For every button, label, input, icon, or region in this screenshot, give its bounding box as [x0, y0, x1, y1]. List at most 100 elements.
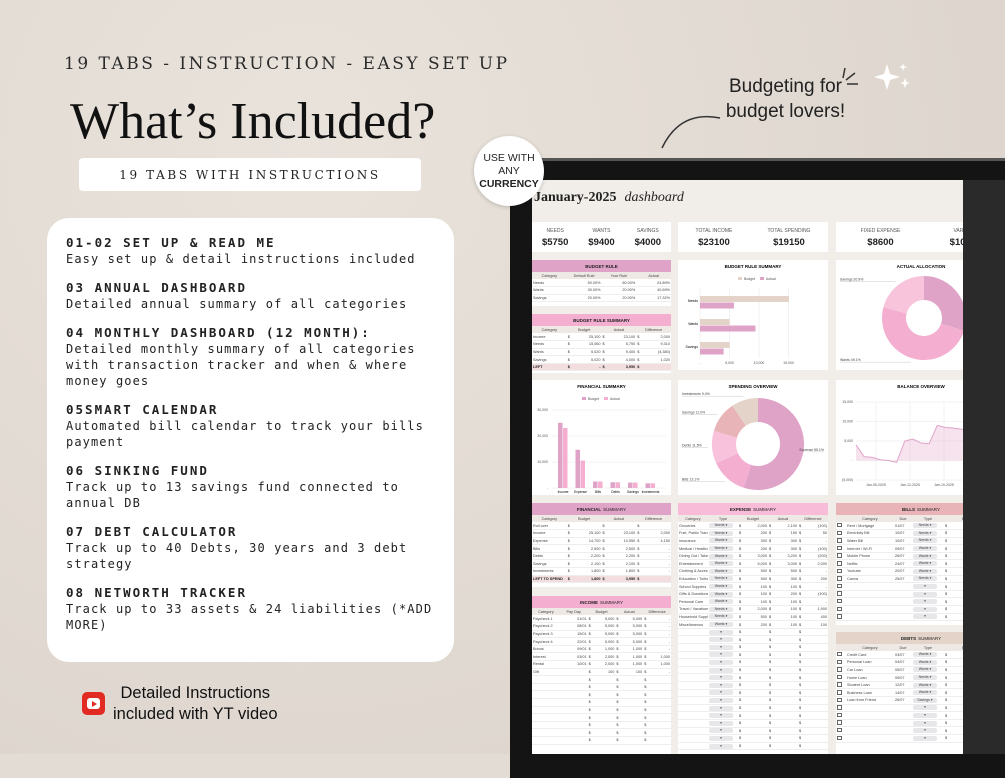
type-dropdown[interactable]: ▾	[709, 743, 733, 749]
checkbox[interactable]	[837, 538, 842, 543]
type-dropdown[interactable]: Wants ▾	[709, 568, 733, 574]
type-dropdown[interactable]: ▾	[913, 713, 937, 719]
type-dropdown[interactable]: ▾	[709, 675, 733, 681]
type-dropdown[interactable]: Needs ▾	[913, 530, 937, 536]
checkbox[interactable]	[837, 712, 842, 718]
checkbox[interactable]	[837, 659, 842, 665]
checkbox[interactable]	[837, 583, 842, 589]
type-dropdown[interactable]: ▾	[709, 659, 733, 665]
type-dropdown[interactable]: Needs ▾	[709, 523, 733, 529]
checkbox[interactable]	[837, 720, 842, 725]
checkbox[interactable]	[837, 727, 842, 733]
kpi-item: TOTAL INCOME $23100	[696, 228, 733, 252]
type-dropdown[interactable]: Wants ▾	[709, 538, 733, 544]
table-cell: $200	[944, 544, 963, 553]
type-dropdown[interactable]: Needs ▾	[709, 530, 733, 536]
checkbox[interactable]	[837, 568, 842, 574]
type-dropdown[interactable]: ▾	[913, 606, 937, 612]
type-dropdown[interactable]: ▾	[709, 644, 733, 650]
type-dropdown[interactable]: ▾	[913, 591, 937, 597]
column-header: Difference	[636, 515, 671, 522]
type-dropdown[interactable]: Needs ▾	[709, 546, 733, 552]
checkbox[interactable]	[837, 697, 842, 703]
checkbox[interactable]	[837, 690, 842, 695]
cell-value: 2,000	[604, 662, 615, 667]
type-dropdown[interactable]: ▾	[709, 629, 733, 635]
type-dropdown[interactable]: Wants ▾	[709, 599, 733, 605]
type-dropdown[interactable]: Needs ▾	[709, 614, 733, 620]
checkbox[interactable]	[837, 614, 842, 619]
table-header: EXPENSE SUMMARY	[678, 503, 828, 515]
type-dropdown[interactable]: Wants ▾	[913, 690, 937, 696]
type-dropdown[interactable]: Wants ▾	[913, 652, 937, 658]
type-dropdown[interactable]: ▾	[709, 637, 733, 643]
type-dropdown[interactable]: ▾	[709, 735, 733, 741]
type-dropdown[interactable]: Wants ▾	[709, 584, 733, 590]
checkbox[interactable]	[837, 530, 842, 536]
table-cell: $	[768, 666, 798, 675]
type-dropdown[interactable]: ▾	[709, 690, 733, 696]
type-dropdown[interactable]: Wants ▾	[913, 667, 937, 673]
type-dropdown[interactable]: Wants ▾	[913, 546, 937, 552]
type-dropdown[interactable]: Needs ▾	[709, 576, 733, 582]
type-dropdown[interactable]: Savings ▾	[913, 697, 937, 703]
checkbox[interactable]	[837, 667, 842, 672]
type-dropdown[interactable]: Needs ▾	[913, 523, 937, 529]
type-dropdown[interactable]: Wants ▾	[913, 659, 937, 665]
type-dropdown[interactable]: Wants ▾	[709, 553, 733, 559]
checkbox[interactable]	[837, 651, 842, 657]
checkbox[interactable]	[837, 522, 842, 528]
checkbox[interactable]	[837, 553, 842, 558]
type-dropdown[interactable]: Needs ▾	[709, 606, 733, 612]
table-cell: School Supplies	[678, 582, 708, 591]
table-row: ▾$$	[836, 590, 963, 599]
checkbox[interactable]	[837, 576, 842, 581]
type-dropdown[interactable]: Wants ▾	[709, 622, 733, 628]
type-dropdown[interactable]: Wants ▾	[913, 553, 937, 559]
yt-line-2: included with YT video	[113, 705, 278, 723]
checkbox[interactable]	[837, 606, 842, 612]
checkbox[interactable]	[837, 735, 842, 741]
type-dropdown[interactable]: ▾	[913, 599, 937, 605]
slice-label: Expense 55.1%	[799, 448, 824, 452]
type-dropdown[interactable]: ▾	[709, 652, 733, 658]
type-dropdown[interactable]: ▾	[913, 584, 937, 590]
kpi-income-spending: TOTAL INCOME $23100 TOTAL SPENDING $19150	[678, 222, 828, 252]
cell-value: 5,000	[604, 624, 615, 629]
type-dropdown[interactable]: ▾	[913, 614, 937, 620]
type-dropdown[interactable]: ▾	[709, 720, 733, 726]
type-dropdown[interactable]: Wants ▾	[913, 568, 937, 574]
chevron-down-icon: ▾	[720, 667, 722, 672]
type-dropdown[interactable]: ▾	[709, 682, 733, 688]
checkbox[interactable]	[837, 561, 842, 566]
type-dropdown[interactable]: Wants ▾	[709, 591, 733, 597]
type-dropdown[interactable]: Wants ▾	[913, 561, 937, 567]
type-dropdown[interactable]: Needs ▾	[913, 675, 937, 681]
type-dropdown[interactable]: Needs ▾	[913, 538, 937, 544]
type-dropdown[interactable]: Needs ▾	[913, 576, 937, 582]
chart-title: FINANCIAL SUMMARY	[577, 384, 626, 389]
type-dropdown[interactable]: Wants ▾	[709, 561, 733, 567]
type-dropdown[interactable]: ▾	[709, 713, 733, 719]
checkbox[interactable]	[837, 674, 842, 680]
checkbox[interactable]	[837, 591, 842, 596]
type-dropdown[interactable]: ▾	[913, 735, 937, 741]
table-cell	[678, 651, 708, 660]
table-row: ▾ $ $ $	[678, 711, 828, 720]
table-cell: $3,200	[768, 552, 798, 561]
checkbox[interactable]	[837, 682, 842, 687]
type-dropdown[interactable]: ▾	[913, 720, 937, 726]
type-dropdown[interactable]: ▾	[709, 705, 733, 711]
type-dropdown[interactable]: ▾	[709, 667, 733, 673]
type-dropdown[interactable]: ▾	[913, 728, 937, 734]
cell-value: 100	[635, 669, 643, 674]
checkbox[interactable]	[837, 545, 842, 551]
type-cell: Wants ▾	[912, 552, 944, 561]
table-cell: $200	[738, 620, 768, 629]
type-dropdown[interactable]: ▾	[709, 697, 733, 703]
type-dropdown[interactable]: ▾	[913, 705, 937, 711]
type-dropdown[interactable]: ▾	[709, 728, 733, 734]
checkbox[interactable]	[837, 705, 842, 710]
checkbox[interactable]	[837, 598, 842, 604]
type-dropdown[interactable]: Wants ▾	[913, 682, 937, 688]
